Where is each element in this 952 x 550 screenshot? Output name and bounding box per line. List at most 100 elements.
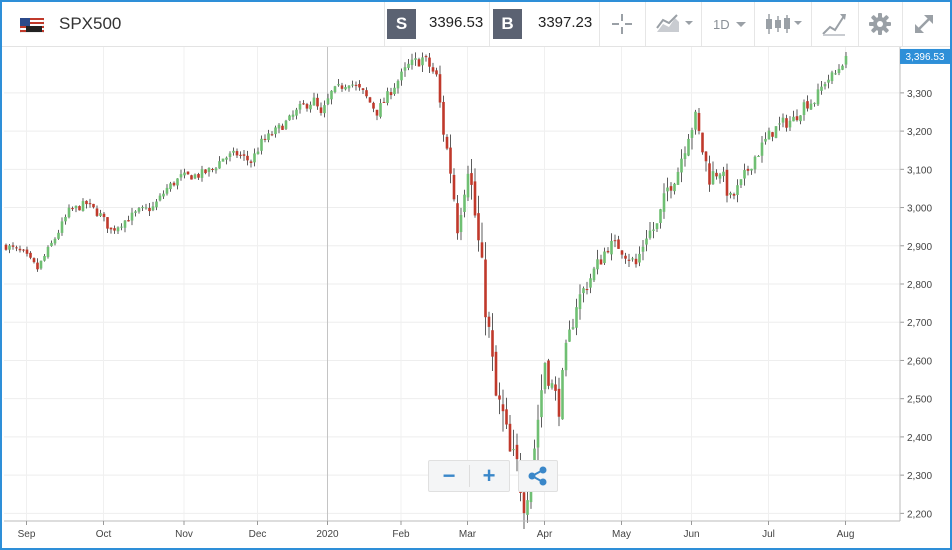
chart-type-button[interactable] <box>655 10 695 38</box>
candle <box>673 182 676 195</box>
candle <box>116 226 120 234</box>
candle <box>813 102 816 107</box>
sell-button[interactable]: S <box>387 9 416 39</box>
zoom-in-button[interactable]: + <box>469 461 509 491</box>
candle <box>494 345 498 397</box>
candle-body <box>155 201 158 208</box>
candle-body <box>36 262 39 270</box>
candle-body <box>785 118 788 128</box>
candle-body <box>158 195 162 201</box>
candle-body <box>550 383 554 388</box>
candle <box>347 85 351 92</box>
candle-body <box>407 63 410 68</box>
candle <box>88 198 92 208</box>
candle <box>463 189 466 218</box>
candle <box>424 54 428 62</box>
candle-body <box>39 260 43 269</box>
candle <box>15 245 18 252</box>
candle-body <box>757 156 760 158</box>
candle-body <box>165 187 169 194</box>
candle <box>816 83 820 106</box>
candle-body <box>323 105 326 114</box>
candle <box>225 156 228 165</box>
candle <box>753 155 757 174</box>
candle <box>659 208 662 229</box>
candle <box>445 134 449 151</box>
candle-body <box>417 59 421 67</box>
candle <box>694 109 697 135</box>
candle <box>631 256 634 262</box>
candle <box>186 171 190 175</box>
candle-body <box>211 168 214 170</box>
candle-type-button[interactable] <box>764 10 804 38</box>
candle <box>645 229 648 252</box>
candle-body <box>403 67 407 71</box>
fullscreen-button[interactable] <box>910 10 938 38</box>
candle-body <box>71 208 74 210</box>
candle <box>288 114 291 121</box>
candle <box>750 168 753 175</box>
candle <box>799 115 802 125</box>
buy-button[interactable]: B <box>493 9 522 39</box>
candle-body <box>816 89 820 105</box>
zoom-out-button[interactable]: − <box>429 461 469 491</box>
x-tick-label: Jun <box>683 529 699 540</box>
candle <box>36 258 39 272</box>
candle <box>193 173 197 180</box>
candle <box>379 98 382 119</box>
candle-body <box>659 209 662 223</box>
candle-body <box>750 168 753 171</box>
candle <box>697 108 701 135</box>
timeframe-select[interactable]: 1D <box>713 10 748 38</box>
candle-body <box>435 70 438 75</box>
candle <box>491 313 494 372</box>
crosshair-button[interactable] <box>608 10 636 38</box>
settings-button[interactable] <box>866 10 894 38</box>
candle <box>827 74 830 89</box>
candle-body <box>267 133 270 140</box>
share-button[interactable] <box>518 460 558 492</box>
candle <box>309 101 312 113</box>
candle <box>431 62 435 74</box>
candle-body <box>515 444 519 460</box>
candle-body <box>795 116 799 121</box>
candle <box>172 181 176 187</box>
y-tick-label: 2,500 <box>907 395 932 406</box>
last-price-label: 3,396.53 <box>906 52 945 63</box>
candle <box>221 158 225 162</box>
y-tick-label: 3,000 <box>907 204 932 215</box>
candle <box>466 165 470 202</box>
candle-body <box>18 248 22 251</box>
candle-body <box>291 114 295 117</box>
candle <box>326 93 330 106</box>
candle <box>809 99 813 111</box>
candle <box>613 234 617 248</box>
candle-body <box>29 252 32 258</box>
candle-body <box>372 102 375 109</box>
candle-body <box>134 211 137 213</box>
candle <box>344 84 347 91</box>
candle <box>736 179 739 203</box>
candle <box>99 209 102 218</box>
candle-body <box>365 90 368 97</box>
candle <box>71 206 74 211</box>
candle <box>197 172 200 180</box>
candle-body <box>554 384 557 391</box>
candle-body <box>284 120 288 129</box>
sell-price[interactable]: 3396.53 <box>429 14 484 31</box>
x-tick-label: Nov <box>175 529 193 540</box>
buy-price[interactable]: 3397.23 <box>538 14 593 31</box>
candle-body <box>74 205 78 209</box>
candle-body <box>389 92 393 96</box>
candle <box>473 168 477 218</box>
candle <box>739 179 743 189</box>
drawing-tools-button[interactable] <box>820 10 848 38</box>
candle-body <box>351 84 354 86</box>
candle-body <box>25 249 29 254</box>
candle-body <box>151 206 155 211</box>
candle-body <box>410 59 414 66</box>
y-tick-label: 3,200 <box>907 127 932 138</box>
candle <box>634 253 638 268</box>
candle-body <box>305 104 309 109</box>
